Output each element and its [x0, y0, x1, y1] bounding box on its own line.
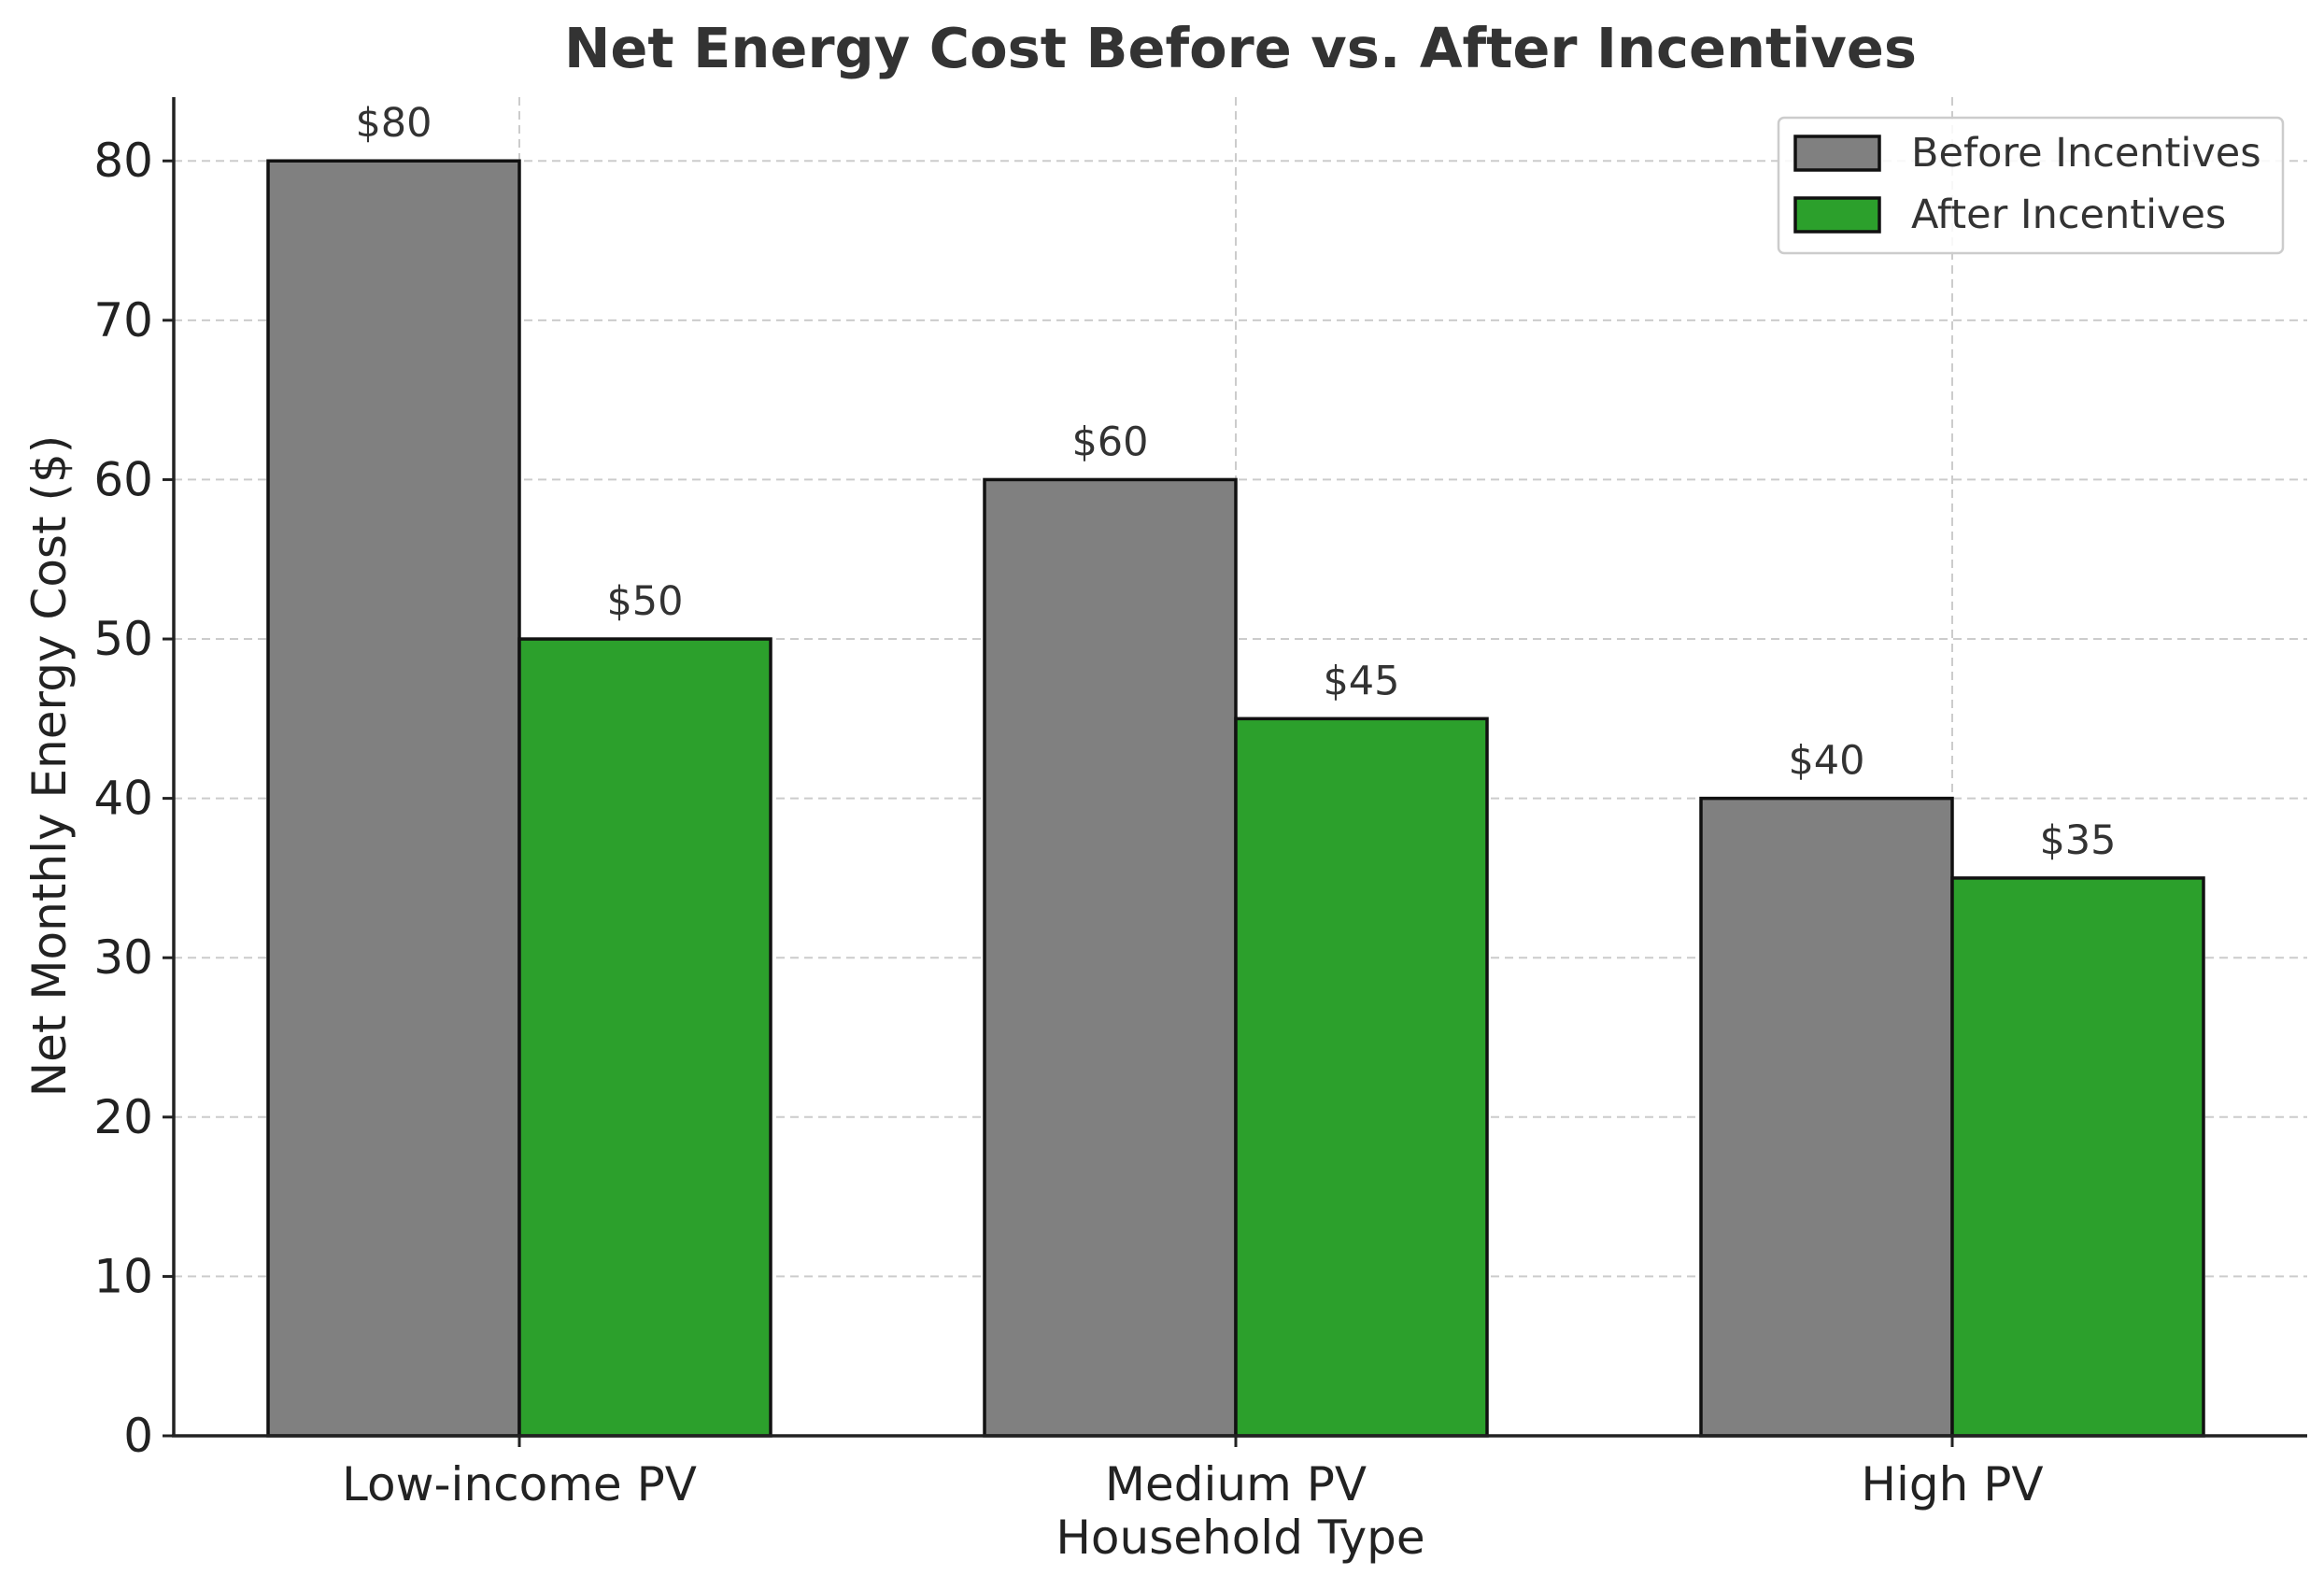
- y-tick-label-20: 20: [93, 1090, 153, 1144]
- data-label-after-incentives-medium-pv: $45: [1323, 658, 1399, 704]
- data-labels: $80 $60 $40 $50 $45 $35: [355, 100, 2116, 864]
- y-tick-label-70: 70: [93, 293, 153, 348]
- data-label-before-incentives-high-pv: $40: [1788, 738, 1864, 785]
- bar-before-incentives-medium-pv: [983, 477, 1238, 1438]
- x-tick-label-high-pv: High PV: [1861, 1457, 2043, 1511]
- bar-after-incentives-high-pv: [1950, 876, 2205, 1438]
- y-tick-label-40: 40: [93, 772, 153, 826]
- bar-after-incentives-medium-pv: [1234, 717, 1489, 1438]
- x-axis-label: Household Type: [1056, 1511, 1424, 1565]
- y-tick-label-30: 30: [93, 930, 153, 985]
- legend-frame: [1777, 116, 2285, 255]
- chart-title: Net Energy Cost Before vs. After Incenti…: [564, 16, 1917, 80]
- bars: [266, 159, 2205, 1438]
- x-tick-label-low-income-pv: Low-income PV: [342, 1457, 697, 1511]
- data-label-before-incentives-medium-pv: $60: [1071, 419, 1148, 465]
- legend-label-before-incentives: Before Incentives: [1911, 130, 2261, 177]
- legend-swatch-before-incentives: [1793, 135, 1881, 172]
- y-axis-ticks: 0 10 20 30 40 50 60 70 80: [93, 134, 174, 1463]
- y-tick-label-10: 10: [93, 1249, 153, 1303]
- data-label-after-incentives-high-pv: $35: [2039, 817, 2116, 864]
- x-axis-ticks: Low-income PV Medium PV High PV: [342, 1436, 2044, 1511]
- y-tick-label-60: 60: [93, 452, 153, 506]
- legend-label-after-incentives: After Incentives: [1911, 192, 2226, 238]
- y-tick-label-0: 0: [123, 1409, 153, 1463]
- y-axis-label: Net Monthly Energy Cost ($): [22, 435, 77, 1098]
- legend-swatch-after-incentives: [1793, 196, 1881, 234]
- legend: Before Incentives After Incentives: [1777, 116, 2285, 255]
- data-label-after-incentives-low-income-pv: $50: [606, 578, 683, 625]
- y-tick-label-80: 80: [93, 134, 153, 188]
- bar-after-incentives-low-income-pv: [517, 637, 772, 1438]
- data-label-before-incentives-low-income-pv: $80: [355, 100, 432, 147]
- bar-before-incentives-low-income-pv: [266, 159, 521, 1438]
- bar-before-incentives-high-pv: [1699, 796, 1954, 1438]
- x-tick-label-medium-pv: Medium PV: [1105, 1457, 1367, 1511]
- y-tick-label-50: 50: [93, 612, 153, 666]
